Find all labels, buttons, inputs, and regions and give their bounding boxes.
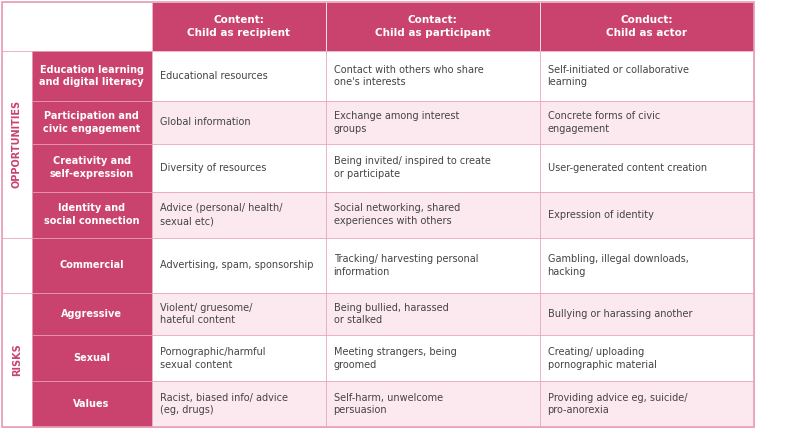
Text: Global information: Global information — [160, 117, 250, 127]
Bar — [32, 144, 152, 192]
Bar — [326, 101, 540, 144]
Bar — [540, 238, 754, 293]
Bar — [32, 192, 152, 238]
Text: Values: Values — [74, 399, 110, 409]
Text: Identity and
social connection: Identity and social connection — [44, 203, 139, 226]
Bar — [152, 192, 326, 238]
Bar — [2, 238, 32, 293]
Text: Social networking, shared
experiences with others: Social networking, shared experiences wi… — [334, 203, 460, 226]
Text: Advice (personal/ health/
sexual etc): Advice (personal/ health/ sexual etc) — [160, 203, 282, 226]
Bar — [2, 51, 32, 238]
Text: Meeting strangers, being
groomed: Meeting strangers, being groomed — [334, 347, 456, 369]
Bar — [540, 2, 754, 51]
Text: Violent/ gruesome/
hateful content: Violent/ gruesome/ hateful content — [160, 302, 252, 325]
Text: Sexual: Sexual — [73, 353, 110, 363]
Bar — [540, 293, 754, 335]
Text: Self-initiated or collaborative
learning: Self-initiated or collaborative learning — [548, 65, 689, 88]
Text: Creativity and
self-expression: Creativity and self-expression — [50, 156, 134, 179]
Bar — [32, 381, 152, 427]
Text: Commercial: Commercial — [59, 260, 124, 270]
Text: Providing advice eg, suicide/
pro-anorexia: Providing advice eg, suicide/ pro-anorex… — [548, 393, 687, 415]
Bar — [32, 335, 152, 381]
Bar — [152, 335, 326, 381]
Bar — [2, 2, 152, 51]
Bar — [152, 51, 326, 101]
Bar — [32, 101, 152, 144]
Bar — [152, 144, 326, 192]
Bar — [32, 238, 152, 293]
Text: Being bullied, harassed
or stalked: Being bullied, harassed or stalked — [334, 302, 448, 325]
Text: Being invited/ inspired to create
or participate: Being invited/ inspired to create or par… — [334, 156, 490, 179]
Bar — [326, 2, 540, 51]
Bar — [152, 381, 326, 427]
Bar — [152, 293, 326, 335]
Text: Expression of identity: Expression of identity — [548, 210, 654, 220]
Text: Contact:
Child as participant: Contact: Child as participant — [375, 15, 490, 38]
Text: Content:
Child as recipient: Content: Child as recipient — [187, 15, 290, 38]
Text: Diversity of resources: Diversity of resources — [160, 163, 266, 172]
Text: Concrete forms of civic
engagement: Concrete forms of civic engagement — [548, 111, 660, 134]
Bar — [326, 238, 540, 293]
Bar — [326, 381, 540, 427]
Text: Contact with others who share
one's interests: Contact with others who share one's inte… — [334, 65, 483, 88]
Text: Tracking/ harvesting personal
information: Tracking/ harvesting personal informatio… — [334, 254, 478, 277]
Bar — [540, 144, 754, 192]
Text: Conduct:
Child as actor: Conduct: Child as actor — [606, 15, 687, 38]
Text: Education learning
and digital literacy: Education learning and digital literacy — [39, 65, 144, 88]
Bar — [326, 51, 540, 101]
Bar — [326, 192, 540, 238]
Text: Pornographic/harmful
sexual content: Pornographic/harmful sexual content — [160, 347, 265, 369]
Text: Racist, biased info/ advice
(eg, drugs): Racist, biased info/ advice (eg, drugs) — [160, 393, 288, 415]
Bar — [152, 2, 326, 51]
Bar — [152, 101, 326, 144]
Bar — [540, 51, 754, 101]
Bar — [326, 144, 540, 192]
Bar — [326, 335, 540, 381]
Text: Exchange among interest
groups: Exchange among interest groups — [334, 111, 459, 134]
Text: Advertising, spam, sponsorship: Advertising, spam, sponsorship — [160, 260, 313, 270]
Text: OPPORTUNITIES: OPPORTUNITIES — [12, 100, 22, 188]
Bar — [32, 293, 152, 335]
Text: RISKS: RISKS — [12, 343, 22, 376]
Text: Participation and
civic engagement: Participation and civic engagement — [43, 111, 140, 134]
Bar — [540, 192, 754, 238]
Bar — [540, 381, 754, 427]
Bar — [540, 101, 754, 144]
Text: Gambling, illegal downloads,
hacking: Gambling, illegal downloads, hacking — [548, 254, 689, 277]
Text: Aggressive: Aggressive — [61, 309, 122, 319]
Bar — [32, 51, 152, 101]
Text: Bullying or harassing another: Bullying or harassing another — [548, 309, 692, 319]
Bar — [540, 335, 754, 381]
Text: Educational resources: Educational resources — [160, 71, 267, 81]
Bar — [326, 293, 540, 335]
Bar — [2, 293, 32, 427]
Text: Self-harm, unwelcome
persuasion: Self-harm, unwelcome persuasion — [334, 393, 442, 415]
Text: Creating/ uploading
pornographic material: Creating/ uploading pornographic materia… — [548, 347, 657, 369]
Text: User-generated content creation: User-generated content creation — [548, 163, 706, 172]
Bar — [152, 238, 326, 293]
